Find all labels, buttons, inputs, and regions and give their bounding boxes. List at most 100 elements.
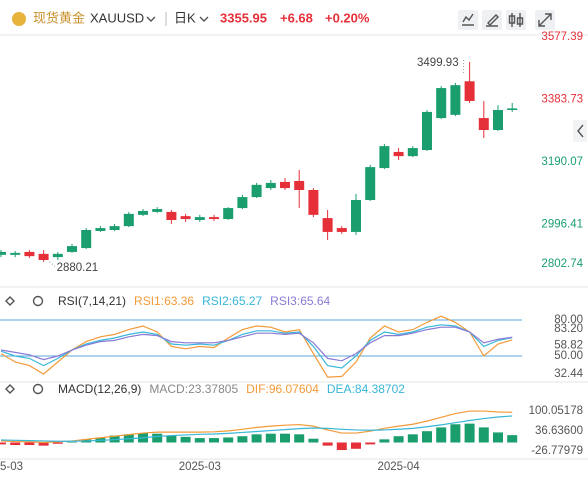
macd-bar: [0, 442, 6, 445]
price-change: +6.68: [280, 10, 313, 25]
last-price: 3355.95: [220, 10, 267, 25]
macd-bar: [223, 437, 234, 443]
price-change-pct: +0.20%: [325, 10, 370, 25]
macd-bar: [365, 442, 376, 445]
hide-icon[interactable]: [5, 296, 15, 306]
macd-bar: [180, 436, 191, 443]
candle-type-button[interactable]: [506, 10, 526, 30]
candle-body: [322, 218, 333, 232]
candle-body: [265, 182, 276, 189]
legend-name: RSI3: [270, 294, 297, 308]
candle-body: [507, 108, 518, 110]
macd-bar: [464, 423, 475, 443]
indicator-title: RSI(7,14,21): [58, 294, 126, 308]
settings-icon[interactable]: [32, 383, 44, 395]
legend-entry: MACD:23.37805: [149, 382, 238, 396]
candle-body: [123, 213, 134, 227]
y-tick-label: 58.82: [554, 339, 583, 351]
collapse-button[interactable]: [573, 120, 587, 142]
legend-separator: :: [297, 294, 300, 308]
draw-icon: [486, 14, 499, 27]
candle-body: [478, 118, 489, 130]
macd-bar: [436, 427, 447, 443]
candle-body: [251, 184, 262, 198]
low-label: 2880.21: [57, 262, 99, 274]
candle-body: [38, 253, 49, 260]
rsi-settings: [5, 295, 44, 395]
collapse-icon: [577, 124, 584, 138]
toolbar: [458, 10, 555, 30]
candle-body: [464, 81, 475, 101]
legend-name: DIF: [246, 382, 265, 396]
candle-body: [109, 226, 120, 230]
candle-body: [24, 251, 35, 257]
y-tick-label: 3190.07: [541, 156, 583, 168]
y-tick-label: 32.44: [554, 368, 583, 380]
asset-symbol[interactable]: XAUUSD: [90, 10, 144, 25]
macd-bar: [308, 438, 319, 443]
indicator-line: [0, 324, 513, 369]
macd-bar: [422, 431, 432, 443]
macd-bar: [478, 427, 489, 443]
macd-bar: [336, 442, 347, 451]
y-tick-label: 83.20: [554, 323, 583, 335]
y-tick-label: 80.00: [554, 314, 583, 326]
legend-separator: :: [352, 382, 355, 396]
candle-body: [308, 190, 319, 215]
period-caret[interactable]: [199, 16, 209, 22]
settings-icon[interactable]: [32, 295, 44, 307]
macd-bar: [152, 433, 163, 443]
candle-body: [237, 197, 248, 209]
asset-name[interactable]: 现货黄金: [33, 10, 85, 25]
macd-bar: [38, 442, 49, 446]
macd-bar: [351, 442, 361, 449]
indicator-title: MACD(12,26,9): [58, 382, 141, 396]
candle-body: [138, 210, 148, 215]
symbol-caret[interactable]: [146, 16, 156, 22]
period[interactable]: 日K: [174, 10, 196, 25]
macd-bar: [67, 441, 77, 443]
macd-bar: [209, 438, 219, 443]
legend-entry: RSI3:65.64: [270, 294, 330, 308]
coin-icon: [12, 12, 26, 26]
candle-body: [180, 216, 191, 220]
fullscreen-icon: [538, 13, 552, 27]
indicator-line: [0, 410, 513, 444]
macd-bar: [166, 435, 177, 443]
candle-body: [166, 211, 177, 220]
candle-body: [294, 180, 305, 190]
legend-value: 84.38702: [355, 382, 405, 396]
draw-button[interactable]: [482, 10, 502, 30]
legend-value: 96.07604: [269, 382, 319, 396]
y-tick-label: 2996.41: [541, 218, 583, 230]
legend-entry: DIF:96.07604: [246, 382, 319, 396]
macd-bar: [322, 442, 333, 446]
legend-separator: :: [161, 294, 164, 308]
macd-bar: [24, 442, 35, 446]
hide-icon[interactable]: [5, 384, 15, 394]
candle-body: [407, 148, 418, 157]
candle-body: [209, 217, 219, 220]
x-tick-label: 2025-04: [377, 461, 420, 473]
candle-body: [52, 253, 63, 258]
candle-body: [280, 181, 290, 189]
macd-bar: [280, 433, 290, 443]
candle-body: [0, 251, 6, 255]
macd-bar: [251, 434, 262, 443]
legend-entry: RSI1:63.36: [134, 294, 194, 308]
indicator-button[interactable]: [458, 10, 478, 30]
candle-body: [152, 209, 163, 212]
y-tick-label: 3383.73: [541, 93, 583, 105]
macd-bar: [393, 436, 404, 443]
legend-entry: RSI2:65.27: [202, 294, 262, 308]
candle-body: [393, 151, 404, 157]
macd-bar: [450, 424, 461, 443]
candle-body: [422, 111, 432, 150]
candle-body: [379, 146, 390, 169]
candle-body: [351, 200, 361, 232]
macd-bar: [10, 442, 21, 446]
legend-value: 65.27: [232, 294, 262, 308]
macd-bar: [52, 442, 63, 444]
